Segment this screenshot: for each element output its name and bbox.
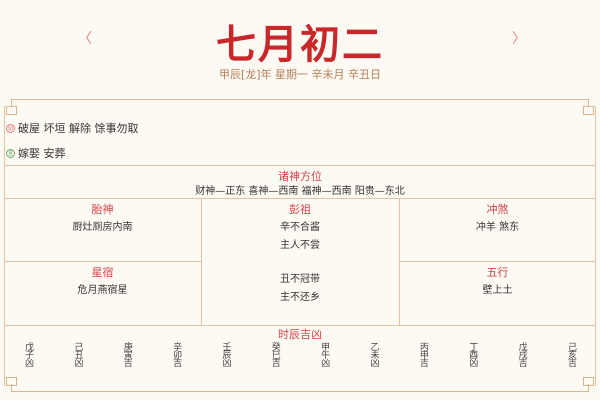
divider	[399, 261, 596, 262]
hour-item: 丁酉凶	[467, 342, 478, 366]
chongsha-text: 冲羊 煞东	[475, 222, 520, 233]
avoid-text: 破屋 坏垣 解除 馀事勿取	[18, 122, 139, 135]
wuxing-text: 壁上土	[482, 285, 513, 296]
hour-item: 丙申吉	[417, 342, 428, 366]
gods-text: 财神—正东 喜神—西南 福神—西南 阳贵—东北	[195, 186, 405, 197]
wuxing-cell: 五行 壁上土	[399, 264, 596, 300]
next-day-button[interactable]: 〉	[512, 31, 526, 47]
frame-top	[11, 99, 589, 107]
chongsha-title: 冲煞	[486, 203, 509, 216]
corner-decoration	[6, 106, 17, 115]
pengzu-cell: 彭祖 辛不合酱 主人不尝 丑不冠带 主不还乡	[201, 201, 399, 307]
frame-bottom	[11, 384, 589, 392]
page-title: 七月初二	[216, 21, 384, 68]
date-subtitle: 甲辰[龙]年 星期一 辛未月 辛丑日	[218, 68, 382, 81]
hours-list: 戊子凶 己丑凶 庚寅吉 辛卯吉 壬辰凶 癸巳吉 甲午凶 乙未凶 丙申吉 丁酉凶 …	[22, 342, 578, 366]
wuxing-title: 五行	[486, 266, 509, 279]
hour-item: 乙未凶	[368, 342, 379, 366]
xingsu-title: 星宿	[91, 266, 114, 279]
hour-item: 己亥吉	[565, 342, 576, 366]
pengzu-line: 丑不冠带	[280, 274, 320, 285]
avoid-icon: 忌	[6, 123, 15, 133]
divider	[201, 198, 202, 325]
divider	[4, 261, 201, 262]
gods-section: 诸神方位 财神—正东 喜神—西南 福神—西南 阳贵—东北	[4, 168, 596, 198]
divider	[4, 198, 596, 199]
xingsu-text: 危月燕宿星	[77, 285, 128, 296]
corner-decoration	[6, 377, 17, 386]
pengzu-line: 辛不合酱	[280, 222, 320, 233]
hours-title: 时辰吉凶	[278, 328, 322, 341]
hour-item: 辛卯吉	[171, 342, 182, 366]
suitable-text: 嫁娶 安葬	[18, 147, 66, 160]
hour-item: 庚寅吉	[121, 342, 132, 366]
taishen-text: 厨灶厕房内南	[72, 222, 133, 233]
hour-item: 戊戌吉	[516, 342, 527, 366]
hour-item: 戊子凶	[23, 342, 33, 366]
chongsha-cell: 冲煞 冲羊 煞东	[399, 201, 596, 237]
divider	[4, 325, 596, 326]
suitable-row: 宜 嫁娶 安葬	[6, 145, 66, 161]
pengzu-title: 彭祖	[289, 203, 311, 216]
hour-item: 癸巳吉	[269, 342, 280, 366]
taishen-title: 胎神	[91, 203, 114, 216]
hour-item: 己丑凶	[72, 342, 83, 366]
gods-title: 诸神方位	[278, 170, 322, 183]
taishen-cell: 胎神 厨灶厕房内南	[4, 201, 201, 237]
corner-decoration	[583, 377, 594, 386]
corner-decoration	[583, 106, 594, 115]
hour-item: 壬辰凶	[220, 342, 231, 366]
avoid-row: 忌 破屋 坏垣 解除 馀事勿取	[6, 120, 139, 136]
pengzu-line: 主不还乡	[280, 292, 320, 303]
suitable-icon: 宜	[6, 148, 15, 158]
prev-day-button[interactable]: 〈	[78, 31, 92, 47]
xingsu-cell: 星宿 危月燕宿星	[4, 264, 201, 300]
pengzu-line: 主人不尝	[280, 240, 320, 251]
hour-item: 甲午凶	[319, 342, 330, 366]
divider	[4, 165, 596, 166]
almanac-frame	[4, 106, 596, 386]
